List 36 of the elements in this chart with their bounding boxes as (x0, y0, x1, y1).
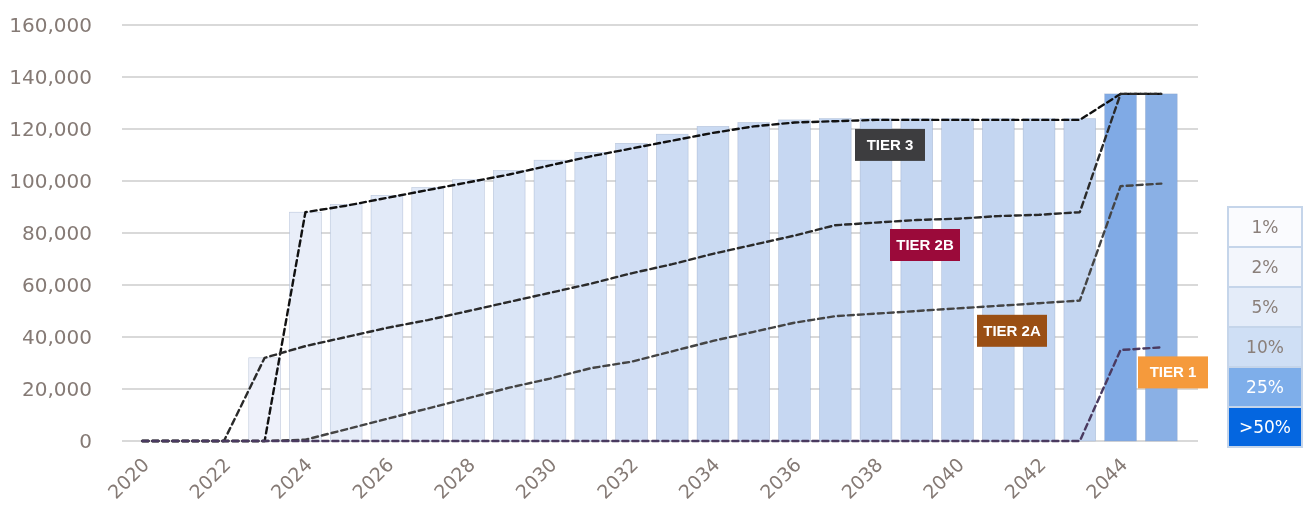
bar (533, 159, 567, 442)
text: 1% (1251, 217, 1279, 237)
bar (370, 195, 404, 442)
y-tick-label: 80,000 (22, 221, 92, 245)
y-tick-label: 60,000 (22, 273, 92, 297)
bar (574, 152, 607, 442)
bar (656, 133, 689, 442)
bar (411, 187, 444, 442)
bar (289, 211, 322, 442)
text: >50% (1238, 417, 1292, 437)
bar (329, 204, 363, 442)
bar (696, 126, 730, 442)
bar (452, 179, 485, 442)
series-label: TIER 2B (896, 236, 954, 253)
text: 10% (1246, 337, 1284, 357)
bar (1104, 93, 1137, 442)
y-tick-label: 100,000 (9, 169, 92, 193)
series-label: TIER 2A (983, 321, 1041, 339)
bar (493, 170, 526, 442)
y-tick-label: 140,000 (9, 65, 92, 89)
y-tick-label: 20,000 (22, 377, 92, 401)
text: 2% (1251, 257, 1279, 277)
bar (615, 143, 648, 442)
series-label: TIER 3 (866, 135, 914, 153)
bar (778, 119, 811, 442)
bar (819, 118, 852, 442)
bar (1063, 118, 1096, 442)
text: 25% (1246, 377, 1284, 397)
bar (248, 357, 281, 442)
y-tick-label: 160,000 (9, 13, 92, 37)
y-tick-label: 40,000 (22, 325, 92, 349)
bar (737, 122, 770, 442)
series-label: TIER 1 (1149, 363, 1197, 381)
text: 5% (1251, 297, 1279, 317)
y-tick-label: 120,000 (9, 117, 92, 141)
y-tick-label: 0 (79, 429, 92, 453)
